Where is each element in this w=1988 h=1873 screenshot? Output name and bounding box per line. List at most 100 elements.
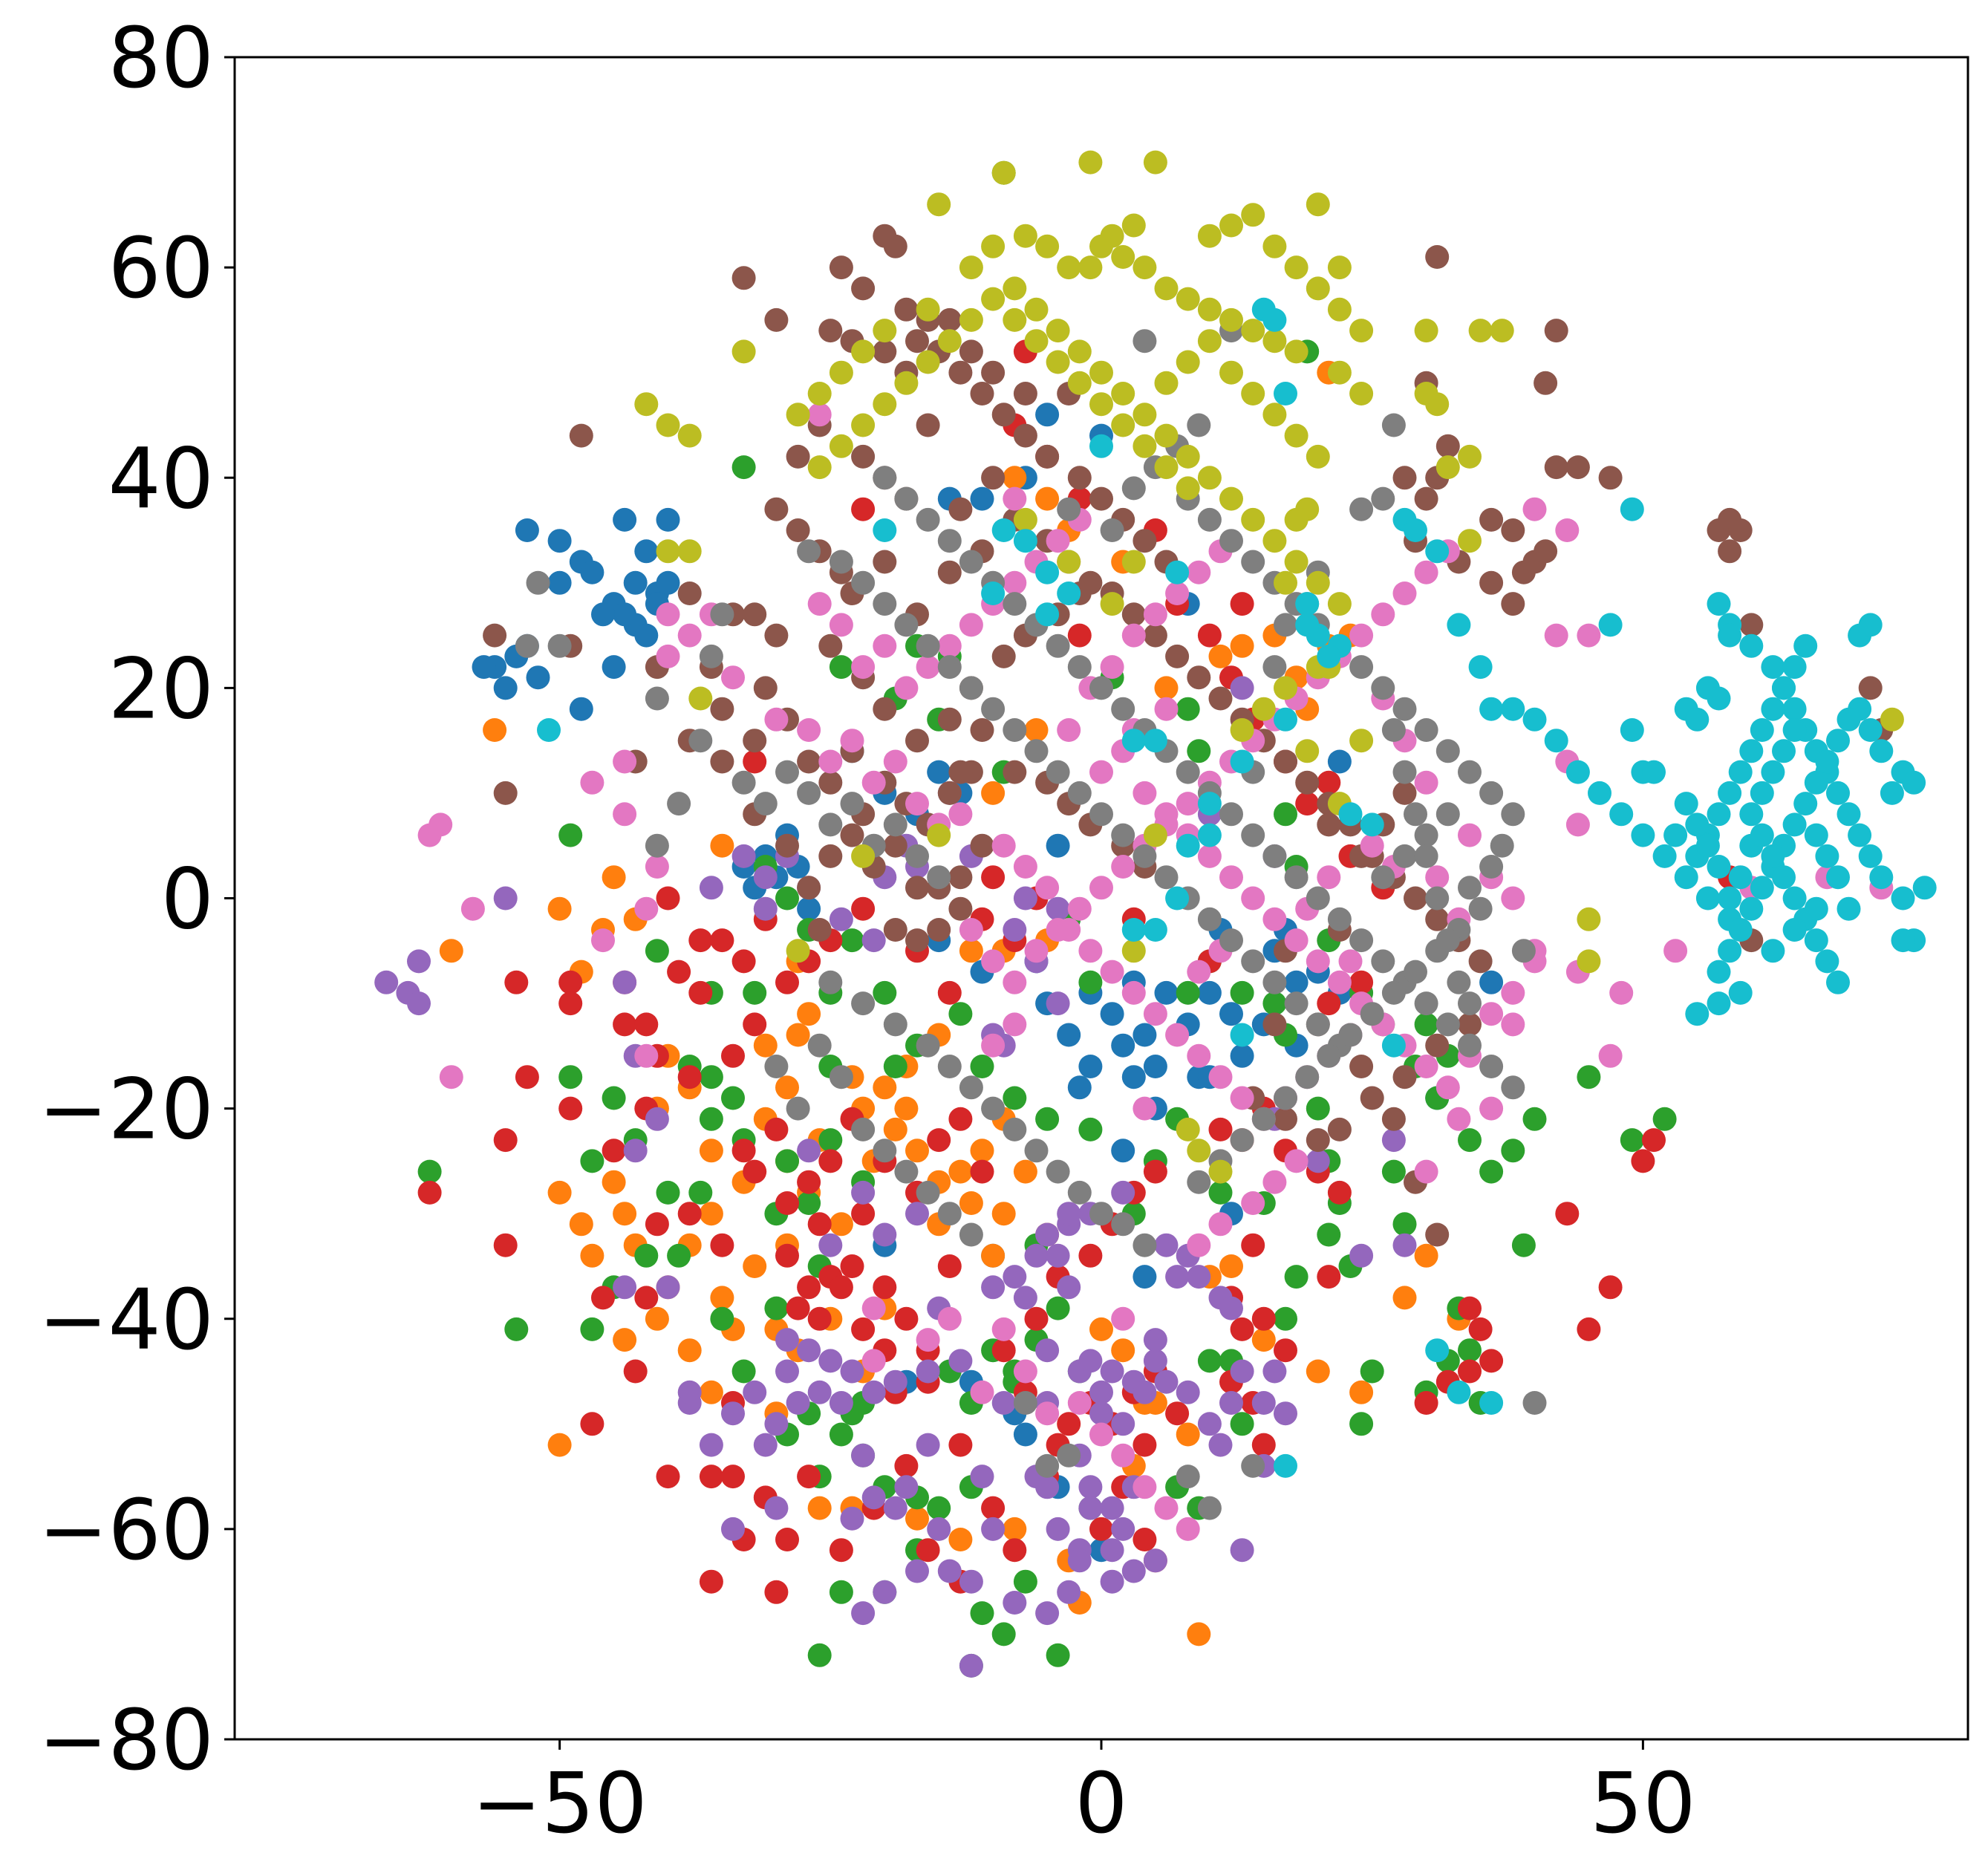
- point-s1-67: [1306, 1360, 1330, 1384]
- point-s8-119: [1231, 718, 1254, 742]
- point-s6-145: [1501, 1012, 1525, 1036]
- point-s3-16: [721, 1044, 745, 1068]
- point-s6-162: [1317, 865, 1340, 889]
- point-s3-1: [558, 971, 582, 994]
- point-s1-82: [1231, 634, 1254, 658]
- point-s6-57: [1371, 602, 1395, 626]
- point-s4-92: [1349, 1244, 1373, 1268]
- point-s0-83: [1328, 750, 1352, 774]
- point-s5-113: [786, 518, 810, 542]
- point-s2-55: [1458, 1338, 1482, 1362]
- point-s2-100: [830, 655, 853, 679]
- point-s2-16: [797, 1191, 821, 1215]
- point-s5-100: [1089, 487, 1113, 511]
- point-s8-110: [786, 939, 810, 962]
- point-s7-79: [1349, 928, 1373, 952]
- point-s5-25: [927, 918, 951, 942]
- point-s8-102: [1285, 508, 1309, 532]
- point-s9-120: [1805, 897, 1828, 921]
- point-s1-66: [1219, 1254, 1243, 1278]
- point-s1-62: [1089, 1317, 1113, 1341]
- point-s5-139: [1501, 592, 1525, 616]
- point-s7-11: [775, 760, 799, 784]
- point-s3-135: [938, 981, 962, 1005]
- point-s5-148: [1317, 812, 1340, 836]
- point-s0-54: [1231, 1044, 1254, 1068]
- point-s6-131: [992, 1317, 1016, 1341]
- point-s8-115: [1176, 1118, 1200, 1141]
- point-s4-117: [732, 844, 756, 868]
- point-s4-47: [1122, 1560, 1146, 1583]
- point-s7-140: [1382, 718, 1406, 742]
- point-s9-38: [1620, 498, 1644, 521]
- point-s9-19: [1360, 812, 1384, 836]
- point-s8-54: [1176, 445, 1200, 469]
- point-s6-24: [948, 802, 972, 826]
- point-s9-31: [1588, 781, 1611, 805]
- point-s5-23: [971, 834, 994, 858]
- point-s9-131: [1035, 602, 1059, 626]
- point-s9-80: [1793, 792, 1817, 815]
- point-s7-133: [1371, 487, 1395, 511]
- point-s8-108: [1577, 949, 1600, 973]
- point-s2-116: [1415, 1012, 1438, 1036]
- point-s7-116: [1339, 1023, 1363, 1047]
- point-s6-70: [1285, 928, 1309, 952]
- point-s7-47: [1132, 844, 1156, 868]
- point-s9-128: [1675, 792, 1698, 815]
- point-s4-52: [1035, 1601, 1059, 1625]
- point-s9-7: [1144, 729, 1167, 752]
- point-s0-18: [494, 676, 518, 700]
- point-s8-117: [1209, 1160, 1233, 1184]
- point-s9-114: [1772, 676, 1796, 700]
- point-s7-163: [894, 1160, 918, 1184]
- point-s5-161: [1003, 760, 1026, 784]
- point-s3-12: [688, 928, 712, 952]
- point-s4-19: [841, 1360, 864, 1384]
- point-s5-46: [938, 561, 962, 584]
- point-s6-164: [1360, 834, 1384, 858]
- point-s4-21: [862, 1381, 886, 1404]
- point-s2-14: [732, 1360, 756, 1384]
- point-s3-113: [1642, 1128, 1666, 1152]
- point-s2-64: [1620, 1128, 1644, 1152]
- point-s1-33: [971, 1139, 994, 1162]
- point-s9-113: [1761, 697, 1785, 721]
- point-s5-20: [905, 876, 929, 899]
- point-s9-96: [1761, 844, 1785, 868]
- point-s0-13: [591, 602, 615, 626]
- point-s4-17: [818, 1349, 842, 1372]
- point-s9-70: [1880, 781, 1904, 805]
- point-s9-2: [1014, 529, 1037, 553]
- point-s4-4: [407, 949, 431, 973]
- point-s0-71: [1132, 1265, 1156, 1289]
- point-s6-3: [440, 1065, 463, 1089]
- point-s5-82: [992, 645, 1016, 668]
- point-s5-96: [992, 403, 1016, 426]
- point-s8-72: [732, 339, 756, 363]
- point-s5-123: [1566, 455, 1590, 479]
- point-s7-40: [981, 697, 1005, 721]
- point-s6-101: [1101, 960, 1124, 984]
- point-s3-33: [873, 1275, 896, 1299]
- point-s9-122: [1761, 939, 1785, 962]
- point-s2-72: [1262, 991, 1286, 1015]
- point-s2-49: [1274, 1307, 1297, 1331]
- point-s2-15: [764, 1297, 788, 1320]
- point-s7-74: [1241, 824, 1265, 847]
- point-s3-103: [1415, 1391, 1438, 1415]
- point-s4-13: [764, 1412, 788, 1436]
- point-s7-80: [1371, 949, 1395, 973]
- point-s6-11: [656, 645, 680, 668]
- point-s6-107: [1231, 1087, 1254, 1110]
- point-s7-35: [873, 592, 896, 616]
- point-s8-86: [1219, 361, 1243, 385]
- point-s3-71: [634, 1286, 658, 1309]
- point-s3-142: [732, 949, 756, 973]
- point-s6-80: [1501, 981, 1525, 1005]
- point-s9-63: [1848, 824, 1871, 847]
- point-s3-98: [1252, 1307, 1276, 1331]
- point-s8-33: [894, 371, 918, 395]
- point-s8-41: [851, 339, 875, 363]
- point-s1-56: [1003, 1517, 1026, 1541]
